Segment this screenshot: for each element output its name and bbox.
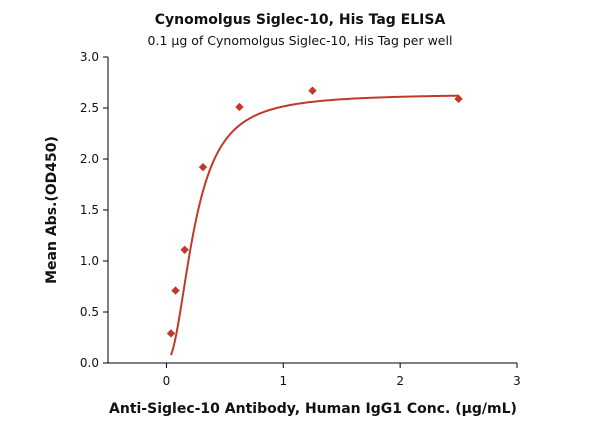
data-point — [235, 102, 244, 112]
x-axis-label: Anti-Siglec-10 Antibody, Human IgG1 Conc… — [109, 401, 517, 417]
y-tick-label: 3.0 — [80, 50, 99, 64]
y-tick-label: 1.5 — [80, 203, 99, 217]
data-point — [166, 329, 176, 338]
x-tick-label: 0 — [163, 374, 171, 388]
y-tick-label: 0.0 — [80, 356, 99, 370]
x-tick-label: 1 — [279, 374, 287, 388]
data-point — [198, 162, 208, 172]
y-ticks: 0.0 0.5 1.0 1.5 2.0 2.5 3.0 — [80, 50, 108, 370]
chart-title: Cynomolgus Siglec-10, His Tag ELISA — [155, 12, 446, 28]
x-ticks: 0 1 2 3 — [163, 363, 521, 388]
y-tick-label: 2.5 — [80, 101, 99, 115]
y-tick-label: 1.0 — [80, 254, 99, 268]
chart-subtitle: 0.1 μg of Cynomolgus Siglec-10, His Tag … — [148, 33, 453, 48]
fit-curve — [170, 94, 459, 356]
x-tick-label: 2 — [396, 374, 404, 388]
data-point — [454, 94, 463, 104]
data-point — [180, 245, 189, 254]
y-tick-label: 2.0 — [80, 152, 99, 166]
y-tick-label: 0.5 — [80, 305, 99, 319]
x-tick-label: 3 — [513, 374, 521, 388]
data-point — [308, 86, 317, 95]
y-axis-label: Mean Abs.(OD450) — [44, 136, 60, 284]
data-points — [166, 86, 463, 338]
data-point — [171, 286, 180, 295]
axes — [107, 57, 517, 364]
